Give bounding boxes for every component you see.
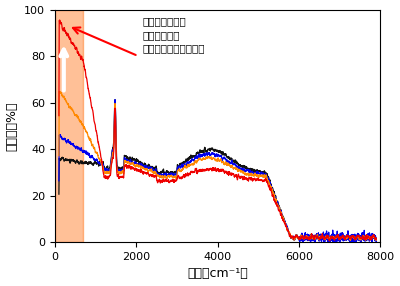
Text: 遠赤外光領域の
反射率の増加
（絶縁体から金属へ）: 遠赤外光領域の 反射率の増加 （絶縁体から金属へ） — [142, 17, 205, 53]
Y-axis label: 反射率（%）: 反射率（%） — [6, 101, 18, 151]
X-axis label: 波数（cm⁻¹）: 波数（cm⁻¹） — [187, 267, 248, 281]
Bar — [55, 9, 83, 242]
Bar — [55, 9, 83, 242]
